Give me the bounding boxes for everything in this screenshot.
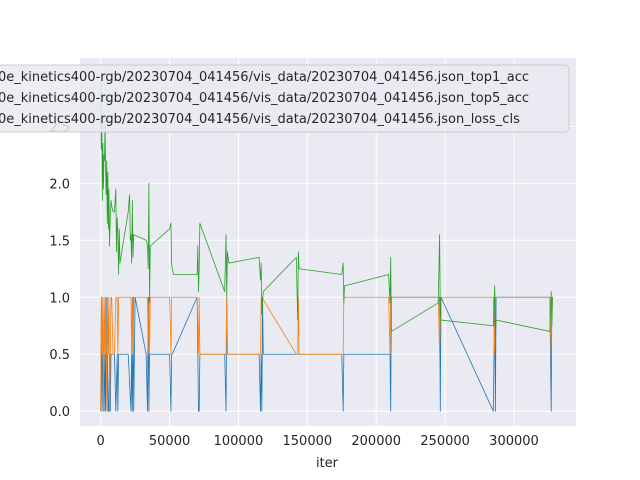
legend-box — [0, 64, 570, 133]
x-tick-label: 300000 — [489, 434, 539, 449]
y-tick-label: 2.0 — [49, 177, 70, 192]
series-layer — [100, 80, 553, 412]
series-line-2 — [100, 80, 553, 338]
x-tick-label: 200000 — [351, 434, 401, 449]
y-tick-label: 0.5 — [49, 348, 70, 363]
legend-entry-0: 0e_kinetics400-rgb/20230704_041456/vis_d… — [0, 70, 529, 85]
legend-entry-1: 0e_kinetics400-rgb/20230704_041456/vis_d… — [0, 91, 529, 106]
x-axis-label: iter — [316, 456, 339, 471]
x-tick-label: 50000 — [149, 434, 190, 449]
y-tick-label: 1.0 — [49, 291, 70, 306]
x-tick-label: 100000 — [214, 434, 264, 449]
y-tick-label: 0.0 — [49, 405, 70, 420]
x-tick-label: 250000 — [420, 434, 470, 449]
legend-entry-2: 0e_kinetics400-rgb/20230704_041456/vis_d… — [0, 112, 520, 127]
x-tick-label: 150000 — [283, 434, 333, 449]
y-tick-label: 1.5 — [49, 234, 70, 249]
legend: 0e_kinetics400-rgb/20230704_041456/vis_d… — [0, 64, 570, 133]
x-tick-label: 0 — [97, 434, 105, 449]
